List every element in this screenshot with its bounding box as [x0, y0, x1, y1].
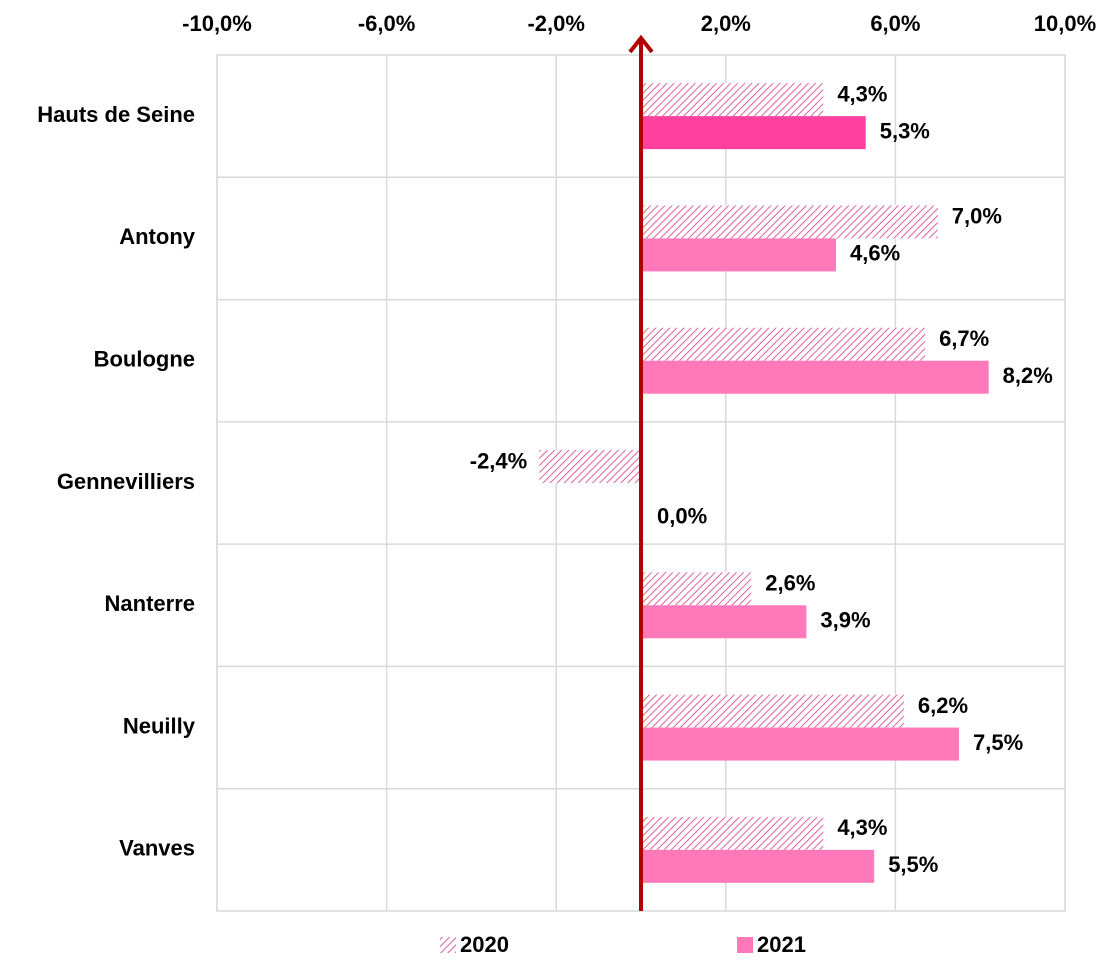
- data-label: 5,3%: [880, 118, 930, 143]
- category-label: Nanterre: [105, 591, 195, 616]
- x-tick-label: 6,0%: [870, 11, 920, 36]
- legend-label: 2020: [460, 932, 509, 957]
- bar: [641, 238, 837, 272]
- data-label: 4,6%: [850, 241, 900, 266]
- data-label: -2,4%: [470, 448, 527, 473]
- category-label: Gennevilliers: [57, 469, 195, 494]
- bar: [641, 816, 824, 850]
- data-label: 8,2%: [1003, 363, 1053, 388]
- category-label: Vanves: [119, 836, 195, 861]
- data-label: 7,5%: [973, 730, 1023, 755]
- bar: [641, 727, 959, 761]
- bar: [641, 694, 904, 728]
- category-label: Neuilly: [123, 713, 196, 738]
- bar: [641, 83, 824, 117]
- x-tick-label: -6,0%: [358, 11, 415, 36]
- bar: [641, 572, 752, 606]
- legend-label: 2021: [757, 932, 806, 957]
- x-tick-label: -2,0%: [527, 11, 584, 36]
- data-label: 2,6%: [765, 571, 815, 596]
- x-tick-label: 2,0%: [701, 11, 751, 36]
- data-label: 3,9%: [820, 608, 870, 633]
- bar: [641, 849, 875, 883]
- data-label: 0,0%: [657, 503, 707, 528]
- bar: [539, 450, 641, 483]
- axis-arrow: [628, 34, 654, 54]
- legend-swatch: [737, 937, 753, 953]
- data-label: 5,5%: [888, 852, 938, 877]
- x-tick-label: 10,0%: [1034, 11, 1096, 36]
- bar: [641, 605, 807, 639]
- category-label: Boulogne: [94, 347, 195, 372]
- data-label: 6,7%: [939, 326, 989, 351]
- data-label: 4,3%: [837, 815, 887, 840]
- bar: [641, 205, 938, 239]
- category-label: Hauts de Seine: [37, 102, 195, 127]
- x-tick-label: -10,0%: [182, 11, 252, 36]
- category-label: Antony: [119, 224, 196, 249]
- data-label: 7,0%: [952, 204, 1002, 229]
- bar: [641, 327, 926, 361]
- bar: [641, 116, 866, 150]
- data-label: 6,2%: [918, 693, 968, 718]
- bar: [641, 360, 989, 394]
- legend-swatch: [440, 937, 456, 953]
- data-label: 4,3%: [837, 81, 887, 106]
